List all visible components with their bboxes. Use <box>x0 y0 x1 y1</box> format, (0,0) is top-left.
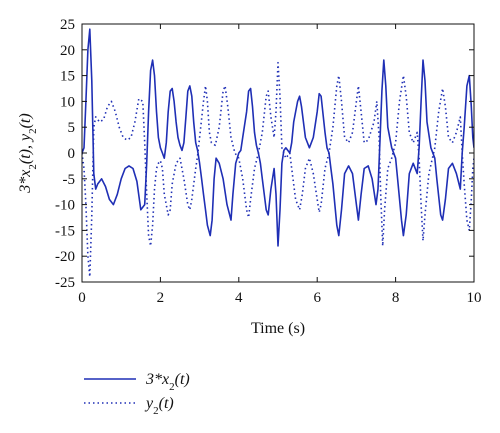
x-tick-label: 2 <box>157 290 165 306</box>
legend-label-x2-end: (t) <box>175 371 190 388</box>
y-tick-label: -20 <box>55 249 75 265</box>
x-axis-label: Time (s) <box>251 320 305 337</box>
legend-label-x2-main: 3*x <box>145 371 169 388</box>
series-line-y2 <box>82 61 474 278</box>
y-axis-label-sub: 2 <box>27 164 39 170</box>
legend-entry-x2: 3*x2(t) <box>84 371 190 393</box>
legend-label-y2-sub: 2 <box>153 405 159 417</box>
y-tick-label: -10 <box>55 198 75 214</box>
x-tick-label: 6 <box>313 290 321 306</box>
y-tick-label: 25 <box>60 17 75 33</box>
legend-label-y2-end: (t) <box>159 395 174 412</box>
y-axis-label-mid: (t), y <box>17 133 34 164</box>
legend-label-y2: y2(t) <box>144 395 174 417</box>
y-tick-label: 20 <box>60 43 75 59</box>
y-axis-label-main: 3*x <box>17 170 34 194</box>
x-tick-label: 0 <box>78 290 86 306</box>
legend: 3*x2(t) y2(t) <box>84 371 190 417</box>
legend-label-x2-sub: 2 <box>169 381 175 393</box>
y-tick-label: -5 <box>63 172 76 188</box>
x-tick-label: 10 <box>467 290 482 306</box>
series-layer <box>82 28 474 278</box>
y-tick-label: 5 <box>68 120 76 136</box>
ticks-layer: 0 2 4 6 8 10 -25 -20 -15 -10 -5 0 5 10 15 20 25 <box>55 17 482 306</box>
y-tick-label: -25 <box>55 275 75 291</box>
y-tick-label: -15 <box>55 223 75 239</box>
y-axis-label-end: (t) <box>17 113 34 128</box>
legend-entry-y2: y2(t) <box>84 395 174 417</box>
y-tick-label: 15 <box>60 69 75 85</box>
y-tick-label: 0 <box>68 146 76 162</box>
series-line-x2 <box>82 28 474 247</box>
y-axis-label-sub2: 2 <box>27 128 39 134</box>
legend-label-x2: 3*x2(t) <box>145 371 190 393</box>
x-tick-label: 8 <box>392 290 400 306</box>
plot-area: 0 2 4 6 8 10 -25 -20 -15 -10 -5 0 5 10 15 20 25 <box>55 17 482 306</box>
y-tick-label: 10 <box>60 94 75 110</box>
y-axis-label: 3*x2(t), y2(t) <box>17 113 39 193</box>
x-tick-label: 4 <box>235 290 243 306</box>
legend-label-y2-main: y <box>144 395 154 412</box>
